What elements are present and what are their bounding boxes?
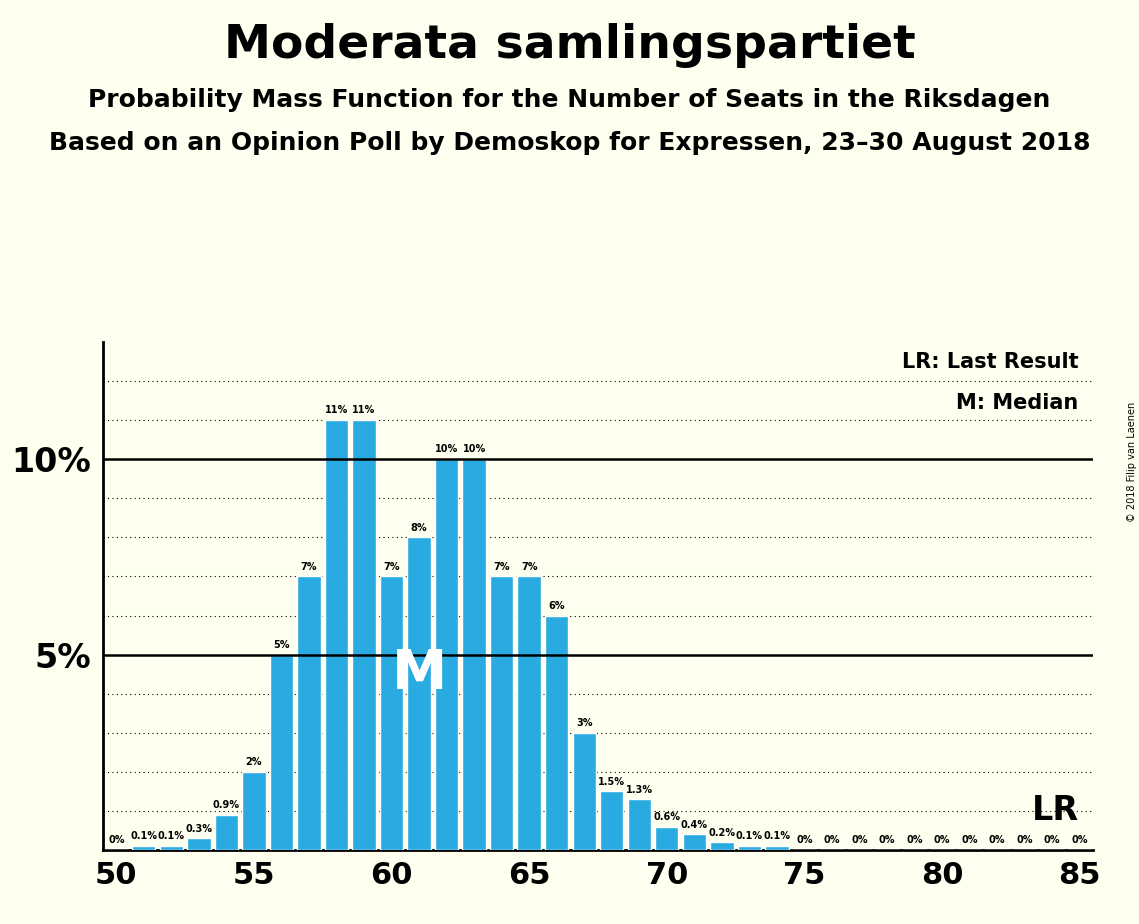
Text: 0%: 0% bbox=[989, 835, 1006, 845]
Text: 7%: 7% bbox=[301, 562, 317, 572]
Text: 0.1%: 0.1% bbox=[736, 832, 763, 842]
Text: 8%: 8% bbox=[411, 523, 427, 532]
Text: 0.9%: 0.9% bbox=[213, 800, 240, 810]
Text: M: M bbox=[392, 647, 446, 701]
Bar bbox=[270, 654, 293, 850]
Text: Based on an Opinion Poll by Demoskop for Expressen, 23–30 August 2018: Based on an Opinion Poll by Demoskop for… bbox=[49, 131, 1090, 155]
Text: 0%: 0% bbox=[1016, 835, 1033, 845]
Text: 0.1%: 0.1% bbox=[158, 832, 185, 842]
Text: 0%: 0% bbox=[823, 835, 841, 845]
Bar bbox=[435, 459, 458, 850]
Text: © 2018 Filip van Laenen: © 2018 Filip van Laenen bbox=[1126, 402, 1137, 522]
Text: 0%: 0% bbox=[1072, 835, 1088, 845]
Bar bbox=[682, 834, 706, 850]
Bar bbox=[243, 772, 265, 850]
Text: 0.2%: 0.2% bbox=[708, 828, 736, 837]
Bar bbox=[214, 815, 238, 850]
Bar bbox=[490, 577, 514, 850]
Bar bbox=[187, 838, 211, 850]
Bar bbox=[297, 577, 321, 850]
Text: 0%: 0% bbox=[1044, 835, 1060, 845]
Text: 3%: 3% bbox=[576, 718, 592, 728]
Bar bbox=[379, 577, 403, 850]
Bar bbox=[573, 733, 596, 850]
Bar bbox=[765, 846, 788, 850]
Bar bbox=[408, 538, 431, 850]
Bar bbox=[352, 420, 376, 850]
Bar bbox=[159, 846, 183, 850]
Text: LR: LR bbox=[1032, 795, 1079, 828]
Bar bbox=[544, 615, 568, 850]
Text: 1.3%: 1.3% bbox=[625, 784, 653, 795]
Bar bbox=[655, 827, 679, 850]
Text: 0%: 0% bbox=[851, 835, 868, 845]
Text: 0.3%: 0.3% bbox=[186, 823, 212, 833]
Text: Moderata samlingspartiet: Moderata samlingspartiet bbox=[223, 23, 916, 68]
Text: M: Median: M: Median bbox=[957, 393, 1079, 413]
Text: 1.5%: 1.5% bbox=[598, 777, 625, 786]
Text: 5%: 5% bbox=[273, 640, 289, 650]
Text: 0%: 0% bbox=[907, 835, 923, 845]
Text: 0.6%: 0.6% bbox=[654, 812, 680, 822]
Bar bbox=[710, 843, 734, 850]
Text: 0.1%: 0.1% bbox=[130, 832, 157, 842]
Text: 0.4%: 0.4% bbox=[681, 820, 707, 830]
Text: 7%: 7% bbox=[384, 562, 400, 572]
Text: 2%: 2% bbox=[246, 757, 262, 767]
Text: 11%: 11% bbox=[352, 406, 376, 416]
Bar bbox=[738, 846, 761, 850]
Text: 7%: 7% bbox=[521, 562, 538, 572]
Text: 0%: 0% bbox=[961, 835, 977, 845]
Text: 10%: 10% bbox=[462, 444, 485, 455]
Text: 0%: 0% bbox=[796, 835, 812, 845]
Text: 11%: 11% bbox=[325, 406, 349, 416]
Bar bbox=[132, 846, 156, 850]
Text: LR: Last Result: LR: Last Result bbox=[902, 352, 1079, 372]
Bar bbox=[462, 459, 486, 850]
Bar bbox=[325, 420, 349, 850]
Text: 7%: 7% bbox=[493, 562, 510, 572]
Text: 0%: 0% bbox=[879, 835, 895, 845]
Bar bbox=[600, 792, 623, 850]
Text: 0.1%: 0.1% bbox=[763, 832, 790, 842]
Bar bbox=[517, 577, 541, 850]
Text: 0%: 0% bbox=[934, 835, 950, 845]
Text: 10%: 10% bbox=[435, 444, 458, 455]
Text: Probability Mass Function for the Number of Seats in the Riksdagen: Probability Mass Function for the Number… bbox=[89, 88, 1050, 112]
Text: 0%: 0% bbox=[108, 835, 124, 845]
Text: 6%: 6% bbox=[549, 601, 565, 611]
Bar bbox=[628, 799, 652, 850]
